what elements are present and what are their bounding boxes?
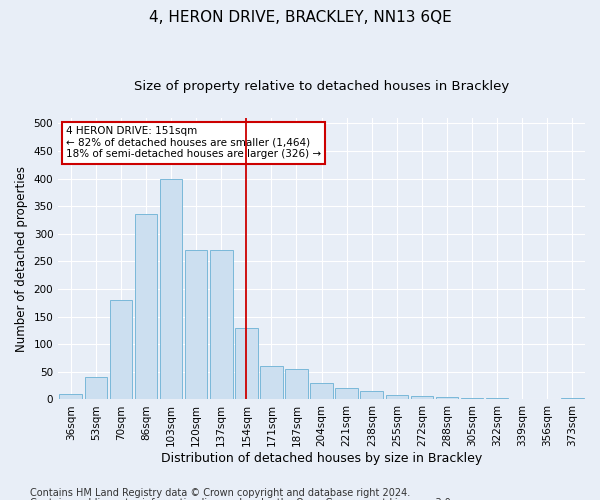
Bar bbox=[260, 366, 283, 400]
Text: Contains HM Land Registry data © Crown copyright and database right 2024.: Contains HM Land Registry data © Crown c… bbox=[30, 488, 410, 498]
Bar bbox=[486, 398, 508, 400]
Bar bbox=[85, 378, 107, 400]
Bar bbox=[235, 328, 257, 400]
Bar bbox=[160, 178, 182, 400]
Y-axis label: Number of detached properties: Number of detached properties bbox=[15, 166, 28, 352]
Bar bbox=[185, 250, 208, 400]
Bar bbox=[134, 214, 157, 400]
Bar bbox=[210, 250, 233, 400]
Bar bbox=[386, 395, 408, 400]
Bar bbox=[110, 300, 132, 400]
Text: Contains public sector information licensed under the Open Government Licence v3: Contains public sector information licen… bbox=[30, 498, 454, 500]
Bar bbox=[285, 369, 308, 400]
Bar bbox=[361, 391, 383, 400]
Bar bbox=[536, 399, 559, 400]
X-axis label: Distribution of detached houses by size in Brackley: Distribution of detached houses by size … bbox=[161, 452, 482, 465]
Text: 4 HERON DRIVE: 151sqm
← 82% of detached houses are smaller (1,464)
18% of semi-d: 4 HERON DRIVE: 151sqm ← 82% of detached … bbox=[66, 126, 321, 160]
Bar bbox=[561, 398, 584, 400]
Bar bbox=[461, 398, 484, 400]
Title: Size of property relative to detached houses in Brackley: Size of property relative to detached ho… bbox=[134, 80, 509, 93]
Bar bbox=[310, 383, 333, 400]
Text: 4, HERON DRIVE, BRACKLEY, NN13 6QE: 4, HERON DRIVE, BRACKLEY, NN13 6QE bbox=[149, 10, 451, 25]
Bar bbox=[511, 399, 533, 400]
Bar bbox=[436, 397, 458, 400]
Bar bbox=[335, 388, 358, 400]
Bar bbox=[410, 396, 433, 400]
Bar bbox=[59, 394, 82, 400]
